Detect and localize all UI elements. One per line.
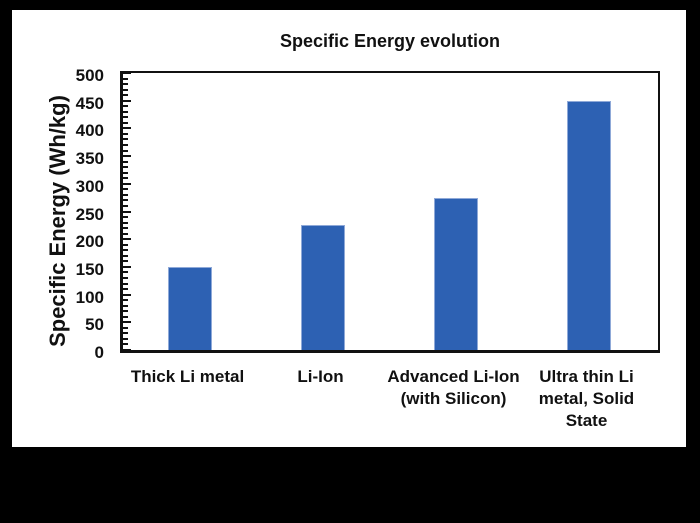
y-tick-label-400: 400 — [75, 121, 104, 141]
y-minor-tick — [123, 121, 128, 124]
y-minor-tick — [123, 193, 128, 196]
y-minor-tick — [123, 332, 128, 335]
y-minor-tick — [123, 343, 128, 346]
y-minor-tick — [123, 171, 128, 174]
y-minor-tick — [123, 83, 128, 86]
y-tick-label-500: 500 — [75, 66, 104, 85]
y-minor-tick — [123, 77, 128, 80]
y-minor-tick — [123, 110, 128, 113]
x-category-label-3: Ultra thin Li metal, Solid State — [538, 367, 635, 430]
y-tick-label-200: 200 — [75, 232, 104, 252]
y-minor-tick — [123, 282, 128, 285]
y-minor-tick — [123, 271, 128, 274]
y-minor-tick — [123, 304, 128, 307]
y-major-tick — [123, 210, 131, 213]
y-minor-tick — [123, 243, 128, 246]
y-major-tick — [123, 349, 131, 351]
y-minor-tick — [123, 326, 128, 329]
y-minor-tick — [123, 166, 128, 169]
y-tick-label-150: 150 — [75, 259, 104, 279]
y-minor-tick — [123, 160, 128, 163]
y-minor-tick — [123, 188, 128, 191]
y-minor-tick — [123, 310, 128, 313]
y-minor-tick — [123, 138, 128, 141]
x-category-label-1: Li-Ion — [297, 367, 344, 386]
y-minor-tick — [123, 315, 128, 318]
y-minor-tick — [123, 221, 128, 224]
y-major-tick — [123, 155, 131, 158]
y-minor-tick — [123, 144, 128, 147]
y-minor-tick — [123, 94, 128, 97]
y-major-tick — [123, 293, 131, 296]
y-major-tick — [123, 99, 131, 102]
bar-2 — [433, 198, 478, 350]
y-tick-label-50: 50 — [85, 315, 104, 335]
chart-title: Specific Energy evolution — [279, 31, 501, 51]
y-tick-label-250: 250 — [75, 204, 104, 224]
plot-area — [120, 71, 660, 353]
bar-1 — [300, 225, 345, 350]
y-major-tick — [123, 321, 131, 324]
y-major-tick — [123, 182, 131, 185]
bar-0 — [167, 267, 212, 350]
y-tick-label-450: 450 — [75, 93, 104, 113]
y-major-tick — [123, 72, 131, 74]
y-minor-tick — [123, 227, 128, 230]
y-minor-tick — [123, 116, 128, 119]
y-tick-label-100: 100 — [75, 287, 104, 307]
y-minor-tick — [123, 232, 128, 235]
y-minor-tick — [123, 254, 128, 257]
y-minor-tick — [123, 249, 128, 252]
x-axis-category-labels: Thick Li metal Li-Ion Advanced Li-Ion (wit… — [120, 366, 660, 444]
x-category-label-2: Advanced Li-Ion (with Silicon) — [387, 367, 520, 408]
y-minor-tick — [123, 276, 128, 279]
y-minor-tick — [123, 177, 128, 180]
y-minor-tick — [123, 88, 128, 91]
x-category-label-0: Thick Li metal — [130, 367, 245, 386]
chart-panel: Specific Energy evolution Specific Energ… — [12, 10, 686, 447]
y-minor-tick — [123, 299, 128, 302]
y-tick-label-300: 300 — [75, 176, 104, 196]
y-minor-tick — [123, 199, 128, 202]
y-minor-tick — [123, 204, 128, 207]
y-major-tick — [123, 265, 131, 268]
y-minor-tick — [123, 132, 128, 135]
y-minor-tick — [123, 260, 128, 263]
y-minor-tick — [123, 288, 128, 291]
bar-3 — [566, 101, 611, 350]
y-major-tick — [123, 127, 131, 130]
y-major-tick — [123, 238, 131, 241]
y-minor-tick — [123, 337, 128, 340]
y-minor-tick — [123, 105, 128, 108]
y-axis-tick-labels: 0 50 100 150 200 250 300 350 400 450 500 — [12, 66, 104, 362]
y-minor-tick — [123, 216, 128, 219]
y-minor-tick — [123, 149, 128, 152]
y-tick-label-350: 350 — [75, 149, 104, 169]
y-tick-label-0: 0 — [94, 343, 104, 362]
